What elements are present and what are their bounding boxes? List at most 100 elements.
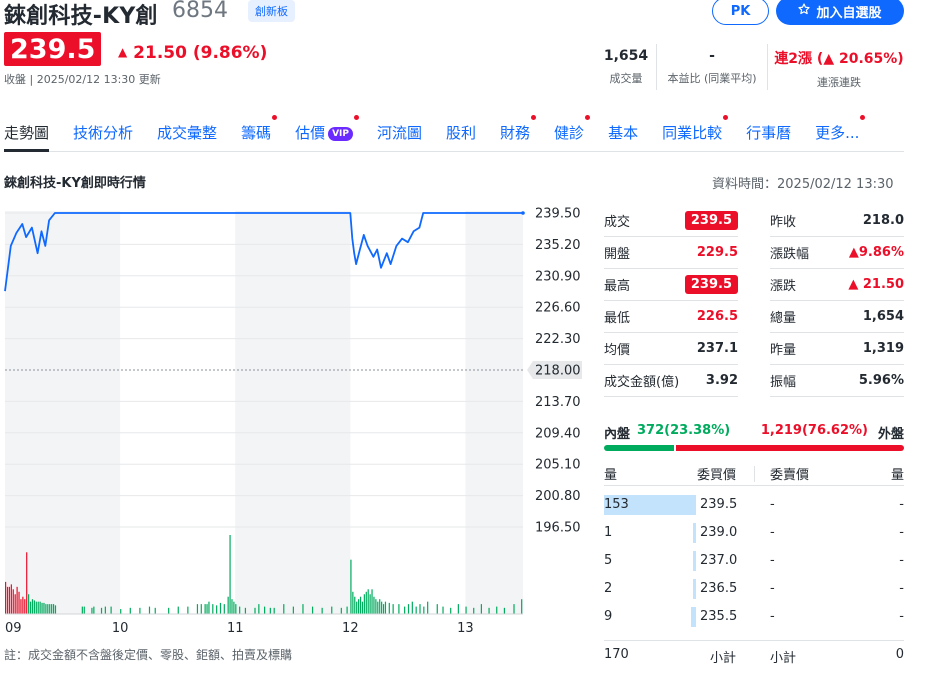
summary-streak-value: 連2漲 (▲ 20.65%) bbox=[774, 51, 904, 67]
tab-label: 走勢圖 bbox=[4, 124, 50, 142]
volume-bar bbox=[311, 606, 314, 614]
bid-volume: 153 bbox=[604, 497, 629, 512]
volume-bar bbox=[14, 594, 16, 614]
volume-bar bbox=[292, 606, 294, 614]
stat-row-left-4: 均價 237.1 bbox=[604, 333, 738, 365]
header-divider bbox=[754, 466, 755, 482]
tab-5[interactable]: 河流圖 bbox=[377, 112, 422, 151]
volume-bar bbox=[436, 604, 438, 614]
footnote: 註：成交金額不含盤後定價、零股、鉅額、拍賣及標購 bbox=[4, 648, 293, 662]
y-tick-label: 196.50 bbox=[535, 521, 581, 536]
order-book-header: 量 委買價 委賣價 量 bbox=[604, 464, 904, 486]
bid-price: 239.5 bbox=[700, 497, 738, 512]
bid-volume-bar bbox=[692, 551, 696, 571]
stat-value: 239.5 bbox=[684, 211, 738, 230]
in-out-bar bbox=[604, 445, 904, 451]
board-badge[interactable]: 創新板 bbox=[248, 0, 295, 22]
stat-row-right-4: 昨量 1,319 bbox=[770, 333, 904, 365]
volume-bar bbox=[8, 586, 11, 614]
tab-9[interactable]: 基本 bbox=[608, 112, 638, 151]
intraday-chart[interactable]: 239.50 235.20 230.90 226.60 222.30 218.00 213.… bbox=[0, 205, 600, 645]
y-tick-label: 222.30 bbox=[535, 332, 581, 347]
stat-value: 237.1 bbox=[696, 341, 738, 356]
volume-bar bbox=[457, 604, 459, 614]
stat-label: 振幅 bbox=[770, 375, 797, 390]
volume-bar bbox=[321, 607, 323, 614]
tab-label: 基本 bbox=[608, 124, 639, 142]
volume-bar bbox=[45, 604, 47, 614]
volume-bar bbox=[204, 604, 206, 614]
tab-label: 籌碼 bbox=[241, 124, 272, 142]
notification-dot-icon bbox=[585, 115, 591, 120]
tab-3[interactable]: 籌碼 bbox=[241, 112, 278, 151]
stat-label: 漲跌幅 bbox=[770, 247, 810, 262]
volume-bar bbox=[5, 581, 7, 614]
ask-volume: - bbox=[899, 581, 904, 596]
tab-label: 財務 bbox=[500, 124, 531, 142]
price-change: ▲ 21.50 (9.86%) bbox=[118, 43, 267, 63]
notification-dot-icon bbox=[531, 115, 537, 120]
volume-bar bbox=[375, 599, 377, 614]
volume-bar bbox=[231, 599, 233, 614]
volume-bar bbox=[129, 607, 131, 614]
tab-6[interactable]: 股利 bbox=[446, 112, 476, 151]
tab-11[interactable]: 行事曆 bbox=[746, 112, 791, 151]
tab-label: 健診 bbox=[554, 124, 585, 142]
volume-bar bbox=[47, 604, 49, 614]
stat-value: 3.92 bbox=[705, 373, 738, 388]
stat-value: 226.5 bbox=[696, 309, 738, 324]
volume-bar bbox=[388, 602, 390, 614]
volume-bar bbox=[83, 606, 85, 614]
volume-bar bbox=[346, 606, 348, 614]
summary-pe-label: 本益比 (同業平均) bbox=[667, 72, 757, 85]
volume-bar bbox=[352, 591, 354, 614]
volume-bar bbox=[110, 606, 112, 614]
summary-pe: - 本益比 (同業平均) bbox=[660, 48, 764, 86]
ask-volume: - bbox=[899, 497, 904, 512]
volume-bar bbox=[29, 601, 32, 614]
pk-button[interactable]: PK bbox=[712, 0, 769, 25]
add-watchlist-button[interactable]: 加入自選股 bbox=[776, 0, 904, 25]
tab-label: 成交彙整 bbox=[157, 124, 218, 142]
tab-7[interactable]: 財務 bbox=[500, 112, 537, 151]
reference-price-label-bg bbox=[527, 361, 582, 379]
volume-bar bbox=[427, 601, 429, 614]
bid-volume-bar bbox=[604, 495, 696, 515]
outer-label: 外盤 bbox=[877, 427, 904, 442]
stat-label: 昨量 bbox=[770, 343, 797, 358]
ask-price: - bbox=[770, 581, 775, 596]
volume-bar bbox=[49, 604, 51, 614]
tab-4[interactable]: 估價 VIP bbox=[295, 112, 359, 151]
stat-row-right-3: 總量 1,654 bbox=[770, 301, 904, 333]
outer-value: 1,219(76.62%) bbox=[760, 423, 868, 438]
tab-8[interactable]: 健診 bbox=[554, 112, 591, 151]
volume-bar bbox=[120, 609, 122, 614]
volume-bar bbox=[411, 601, 413, 614]
summary-volume: 1,654 成交量 bbox=[596, 48, 656, 86]
ask-price: - bbox=[770, 525, 775, 540]
stat-row-left-3: 最低 226.5 bbox=[604, 301, 738, 333]
notification-dot-icon bbox=[354, 115, 359, 120]
summary-streak: 連2漲 (▲ 20.65%) 連漲連跌 bbox=[772, 48, 906, 90]
volume-bar bbox=[398, 604, 400, 614]
bid-subtotal-label: 小計 bbox=[709, 651, 736, 666]
tab-1[interactable]: 技術分析 bbox=[73, 112, 133, 151]
y-tick-label: 226.60 bbox=[535, 301, 581, 316]
tab-12[interactable]: 更多... bbox=[815, 112, 866, 151]
divider bbox=[656, 44, 657, 90]
tab-2[interactable]: 成交彙整 bbox=[157, 112, 217, 151]
volume-bar bbox=[26, 552, 28, 614]
stat-label: 成交 bbox=[604, 215, 631, 230]
tab-10[interactable]: 同業比較 bbox=[662, 112, 729, 151]
y-tick-label: 205.10 bbox=[535, 458, 581, 473]
tab-0[interactable]: 走勢圖 bbox=[4, 112, 50, 152]
stat-row-right-1: 漲跌幅 ▲9.86% bbox=[770, 237, 904, 269]
volume-bar bbox=[54, 605, 57, 614]
y-tick-label: 239.50 bbox=[535, 207, 581, 222]
volume-bar bbox=[302, 604, 304, 614]
hour-band bbox=[235, 211, 351, 614]
volume-bar bbox=[206, 604, 208, 614]
volume-bar bbox=[450, 607, 452, 614]
volume-bar bbox=[219, 602, 222, 614]
ask-price: - bbox=[770, 497, 775, 512]
